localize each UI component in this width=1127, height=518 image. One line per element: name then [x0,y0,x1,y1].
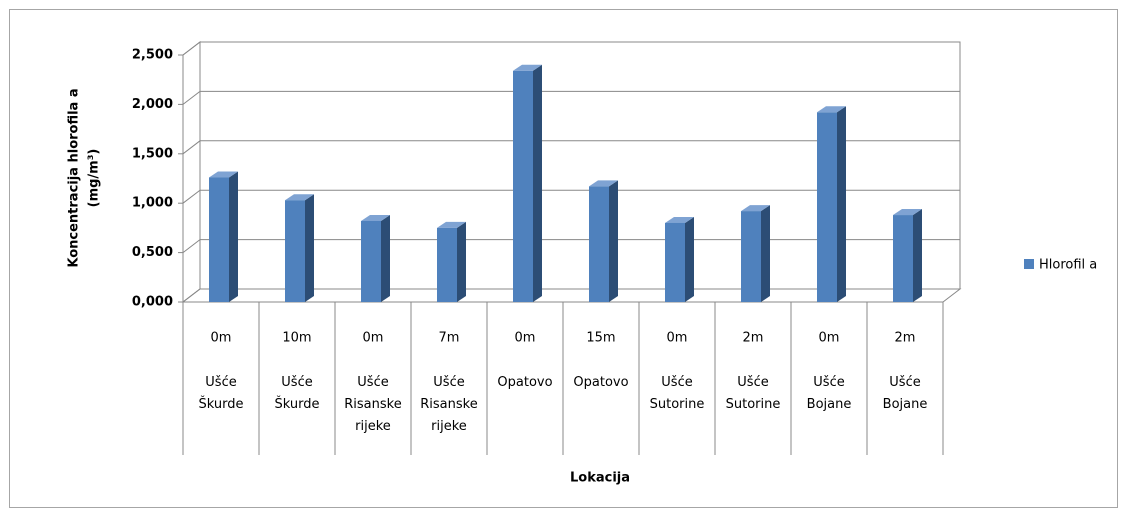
category-group-label: Ušće Bojane [882,375,928,412]
bar-side [305,194,314,302]
x-tick-label: 0m [211,331,232,346]
bar-side [533,64,542,302]
bar-top [817,106,846,113]
grid-line [182,90,960,105]
x-tick-label: 10m [282,331,311,346]
x-tick-label: 2m [743,331,764,346]
side-wall [182,40,201,304]
bar-top [589,180,618,187]
category-group-label: Ušće Risanske rijeke [420,375,478,434]
x-tick-label: 15m [586,331,615,346]
bar [817,112,837,302]
category-group-label: Ušće Škurde [198,375,244,412]
category-group-text: Opatovo [573,375,629,390]
x-tick-label: 7m [439,331,460,346]
bar-top [741,205,770,212]
bar-top [209,171,238,178]
bar [589,186,609,302]
bar-top [513,64,542,71]
bar-side [837,106,846,302]
category-group-text: Ušće Sutorine [649,375,705,412]
x-tick-label: 0m [667,331,688,346]
category-group-label: Ušće Škurde [274,375,320,412]
category-group-label: Ušće Sutorine [725,375,781,412]
category-group-text: Ušće Škurde [274,375,320,412]
grid-line [182,239,960,253]
x-axis-label: Lokacija [570,471,630,486]
y-tick-label: 0,000 [132,295,173,310]
bar-top [285,194,314,201]
y-tick-label: 1,000 [132,196,173,211]
y-axis-label-line: (mg/m³) [87,149,102,208]
legend-label: Hlorofil a [1039,258,1097,273]
y-tick-label: 2,500 [132,48,173,63]
category-group-text: Ušće Bojane [806,375,852,412]
bar-side [609,180,618,302]
bar-top [437,221,466,228]
bar [513,70,533,302]
category-group-label: Ušće Risanske rijeke [344,375,402,434]
category-group-text: Ušće Škurde [198,375,244,412]
bar [437,227,457,302]
bar-side [381,214,390,302]
grid-line [182,288,960,303]
category-group-label: Opatovo [573,375,629,390]
bar [665,222,685,302]
category-group-label: Ušće Bojane [806,375,852,412]
bar-top [893,209,922,216]
bar [893,215,913,302]
category-group-label: Opatovo [497,375,553,390]
legend-swatch [1024,259,1034,269]
bar-side [761,205,770,302]
category-group-text: Ušće Risanske rijeke [420,375,478,434]
y-tick-label: 2,000 [132,97,173,112]
bar [209,177,229,302]
category-group-text: Ušće Risanske rijeke [344,375,402,434]
grid-line [182,41,960,56]
y-axis-label: Koncentracija hlorofila a (mg/m³) [67,88,102,267]
bar-side [229,171,238,302]
bar [361,220,381,302]
bar-side [685,216,694,302]
x-tick-label: 0m [515,331,536,346]
bar [285,200,305,302]
grid-line [182,189,960,204]
bar-top [665,216,694,223]
category-group-text: Opatovo [497,375,553,390]
category-group-text: Ušće Bojane [882,375,928,412]
x-tick-label: 0m [819,331,840,346]
y-tick-label: 1,500 [132,146,173,161]
x-tick-label: 0m [363,331,384,346]
bar-side [457,221,466,302]
grid-line [182,140,960,155]
category-group-label: Ušće Sutorine [649,375,705,412]
x-tick-label: 2m [895,331,916,346]
category-group-text: Ušće Sutorine [725,375,781,412]
y-axis-label-line: Koncentracija hlorofila a [67,88,82,267]
bar-side [913,209,922,302]
bar [741,211,761,302]
y-tick-label: 0,500 [132,245,173,260]
bar-top [361,214,390,221]
